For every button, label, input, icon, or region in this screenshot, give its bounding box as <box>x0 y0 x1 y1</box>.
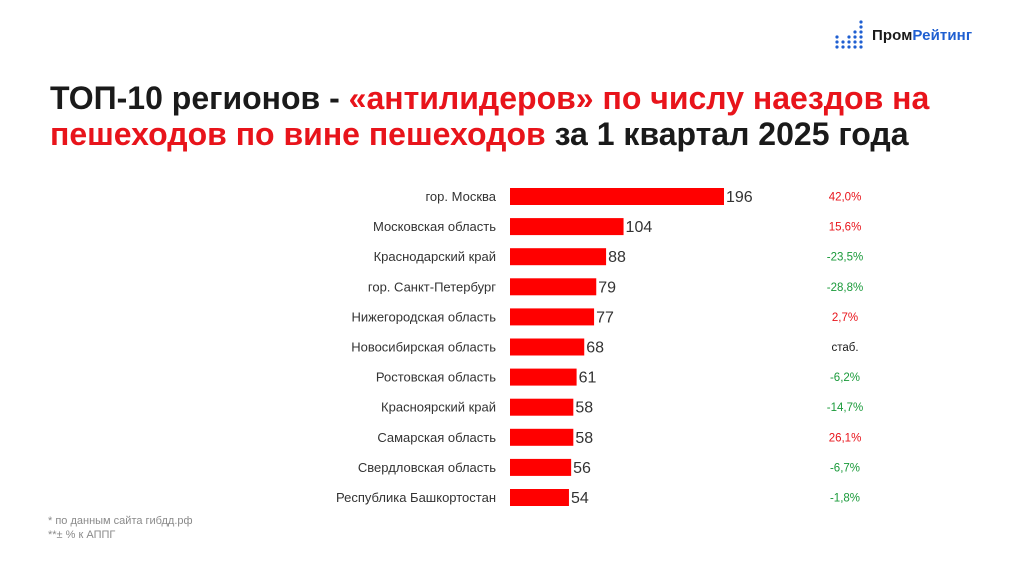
page-title: ТОП-10 регионов - «антилидеров» по числу… <box>50 80 990 152</box>
category-label: Новосибирская область <box>351 340 496 355</box>
bar <box>510 248 607 266</box>
value-label: 58 <box>575 400 593 417</box>
value-label: 196 <box>726 189 753 206</box>
value-label: 61 <box>579 370 597 387</box>
value-label: 79 <box>598 279 616 296</box>
bar <box>510 338 585 356</box>
category-label: Московская область <box>373 219 496 234</box>
change-label: -28,8% <box>827 282 863 294</box>
value-label: 88 <box>608 249 626 266</box>
category-label: Республика Башкортостан <box>336 490 496 505</box>
value-label: 54 <box>571 490 589 507</box>
brand-name-part2: Рейтинг <box>912 26 973 44</box>
category-label: Красноярский край <box>381 400 496 415</box>
brand-name: ПромРейтинг <box>872 27 972 44</box>
change-label: 15,6% <box>829 222 862 234</box>
value-label: 104 <box>626 219 653 236</box>
footnote-change: **± % к АППГ <box>48 529 116 541</box>
footnote-source: * по данным сайта гибдд.рф <box>48 515 193 527</box>
category-label: Нижегородская область <box>351 309 496 324</box>
bar <box>510 428 574 446</box>
bar <box>510 278 597 296</box>
change-label: 2,7% <box>832 312 858 324</box>
bar <box>510 308 595 326</box>
value-label: 58 <box>575 430 593 447</box>
change-label: 26,1% <box>829 432 862 444</box>
value-label: 68 <box>586 340 604 357</box>
category-label: Свердловская область <box>358 460 496 475</box>
brand-name-part1: Пром <box>872 26 913 44</box>
value-label: 77 <box>596 309 614 326</box>
category-label: Самарская область <box>377 430 496 445</box>
footnotes: * по данным сайта гибдд.рф **± % к АППГ <box>48 514 193 542</box>
change-label: -23,5% <box>827 252 863 264</box>
dots-chart-icon <box>835 20 863 49</box>
change-label: -1,8% <box>830 493 860 505</box>
category-label: гор. Санкт-Петербург <box>368 279 496 294</box>
change-label: -6,7% <box>830 462 860 474</box>
bar <box>510 398 574 416</box>
change-label: стаб. <box>831 342 858 354</box>
brand-logo: ПромРейтинг <box>834 20 972 50</box>
change-label: -6,2% <box>830 372 860 384</box>
title-part1: ТОП-10 регионов - <box>50 80 349 116</box>
title-part2: «антилидеров» по числу наездов на пешехо… <box>50 80 930 152</box>
value-label: 56 <box>573 460 591 477</box>
category-label: Ростовская область <box>376 370 496 385</box>
bar <box>510 489 569 506</box>
change-label: -14,7% <box>827 402 863 414</box>
category-label: гор. Москва <box>425 189 496 204</box>
change-label: 42,0% <box>829 192 862 204</box>
bar <box>510 458 572 476</box>
category-label: Краснодарский край <box>374 249 496 264</box>
bar <box>510 188 724 205</box>
title-part3: за 1 квартал 2025 года <box>545 116 909 152</box>
bar <box>510 368 577 386</box>
bar <box>510 218 624 236</box>
